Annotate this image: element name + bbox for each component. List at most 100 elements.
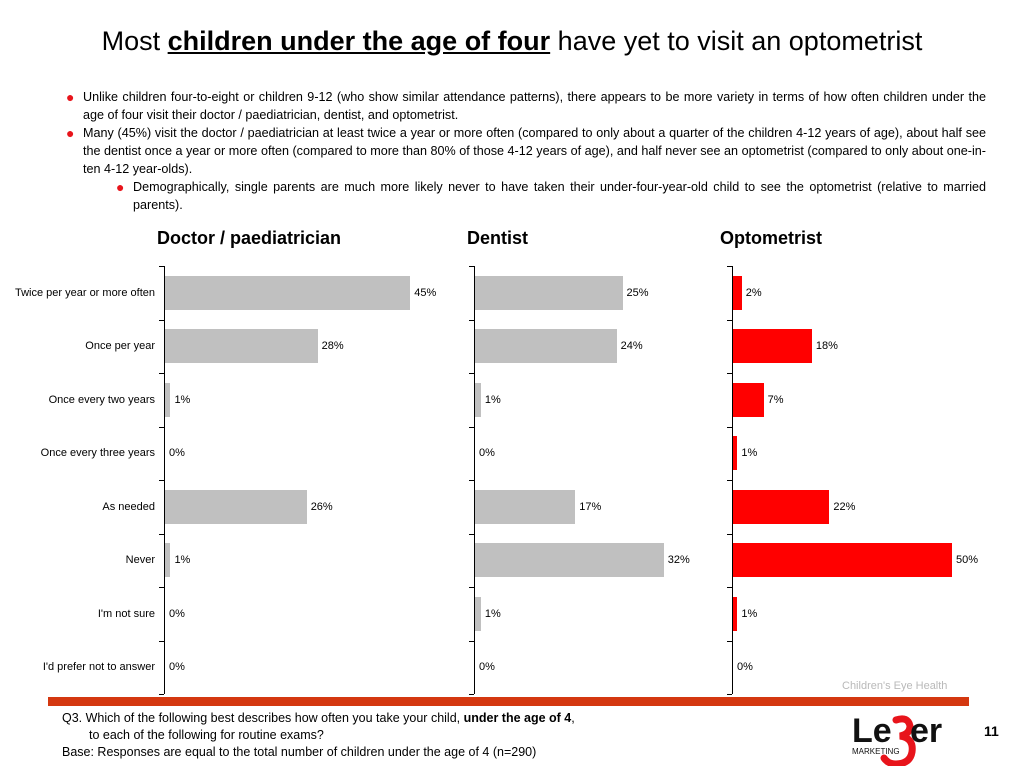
axis-tick (727, 373, 732, 374)
sub-bullet-item: ● Demographically, single parents are muc… (116, 178, 986, 214)
bar (475, 489, 576, 524)
bullet-dot-icon: ● (116, 179, 125, 195)
axis-tick (159, 266, 164, 267)
axis-tick (727, 533, 732, 535)
data-label: 18% (815, 340, 838, 353)
bar (475, 382, 481, 417)
axis-tick (727, 480, 732, 481)
category-label: I'd prefer not to answer (42, 661, 155, 674)
data-label: 25% (626, 286, 649, 299)
bar (475, 596, 481, 631)
bar (165, 275, 411, 310)
axis-tick (727, 426, 732, 428)
question-text: Q3. Which of the following best describe… (62, 711, 464, 725)
axis-tick (469, 694, 474, 695)
bar (165, 489, 307, 524)
category-label: Once per year (85, 340, 155, 353)
category-label: Once every three years (40, 447, 155, 460)
axis-tick (727, 266, 732, 267)
panel-axis (732, 266, 733, 694)
page-title: Most children under the age of four have… (0, 26, 1024, 57)
data-label: 28% (321, 340, 344, 353)
bullet-item: ● Unlike children four-to-eight or childr… (66, 88, 986, 124)
data-label: 24% (620, 340, 643, 353)
data-label: 1% (174, 554, 191, 567)
data-label: 1% (484, 393, 501, 406)
bullet-text: Unlike children four-to-eight or childre… (83, 90, 986, 122)
data-label: 7% (767, 393, 784, 406)
data-label: 0% (737, 661, 753, 674)
bar (733, 275, 742, 310)
bullet-dot-icon: ● (66, 89, 75, 105)
data-label: 32% (667, 554, 690, 567)
title-emphasis: children under the age of four (167, 26, 551, 56)
axis-tick (469, 373, 474, 374)
category-label: Once every two years (48, 393, 155, 406)
axis-tick (159, 373, 164, 374)
bar (475, 275, 623, 310)
logo-sub: MARKETING (852, 747, 900, 756)
data-label: 1% (484, 607, 501, 620)
bar (165, 543, 171, 578)
panel-axis (474, 266, 475, 694)
question-footnote: Q3. Which of the following best describe… (62, 710, 575, 761)
axis-tick (727, 319, 732, 321)
data-label: 0% (169, 607, 185, 620)
footer-divider (48, 697, 969, 706)
data-label: 0% (479, 447, 495, 460)
category-label: As needed (102, 500, 155, 513)
panel-title-dentist: Dentist (467, 228, 529, 248)
bullet-text: Demographically, single parents are much… (133, 180, 986, 212)
bar (165, 329, 318, 364)
bar (475, 543, 664, 578)
bar (165, 382, 171, 417)
panel-title-doctor: Doctor / paediatrician (157, 228, 342, 248)
logo-text-er: er (910, 712, 942, 750)
title-suffix: have yet to visit an optometrist (550, 26, 923, 56)
data-label: 26% (310, 500, 333, 513)
axis-tick (159, 426, 164, 428)
axis-tick (159, 640, 164, 642)
data-label: 0% (479, 661, 495, 674)
axis-tick (159, 533, 164, 535)
bar (733, 329, 812, 364)
data-label: 50% (956, 554, 979, 567)
bullet-item: ● Many (45%) visit the doctor / paediatri… (66, 124, 986, 178)
axis-tick (469, 319, 474, 321)
axis-tick (727, 694, 732, 695)
axis-tick (727, 587, 732, 588)
data-label: 45% (414, 286, 437, 299)
axis-tick (159, 694, 164, 695)
data-label: 1% (741, 607, 758, 620)
data-label: 0% (169, 661, 185, 674)
base-note: Base: Responses are equal to the total n… (62, 745, 537, 759)
data-label: 22% (833, 500, 856, 513)
question-bold: under the age of 4 (463, 711, 572, 725)
axis-tick (469, 480, 474, 481)
axis-tick (469, 266, 474, 267)
data-label: 0% (169, 447, 185, 460)
bar (733, 596, 738, 631)
axis-tick (159, 319, 164, 321)
question-line-2: to each of the following for routine exa… (89, 728, 324, 742)
footer-tag: Children's Eye Health (842, 680, 948, 692)
bar (733, 543, 952, 578)
page-number: 11 (984, 723, 999, 739)
category-label: Never (125, 554, 155, 567)
logo-text-le: Le (852, 712, 892, 750)
axis-tick (469, 587, 474, 588)
title-prefix: Most (101, 26, 168, 56)
logo-g-mark (880, 715, 916, 766)
bar (733, 436, 738, 471)
axis-tick (159, 480, 164, 481)
bullet-dot-icon: ● (66, 125, 75, 141)
question-line-1: Q3. Which of the following best describe… (62, 710, 575, 727)
bar (733, 489, 830, 524)
axis-tick (159, 587, 164, 588)
axis-tick (469, 533, 474, 535)
data-label: 1% (174, 393, 191, 406)
bar (475, 329, 617, 364)
data-label: 2% (745, 286, 762, 299)
panel-axis (164, 266, 165, 694)
axis-tick (469, 426, 474, 428)
